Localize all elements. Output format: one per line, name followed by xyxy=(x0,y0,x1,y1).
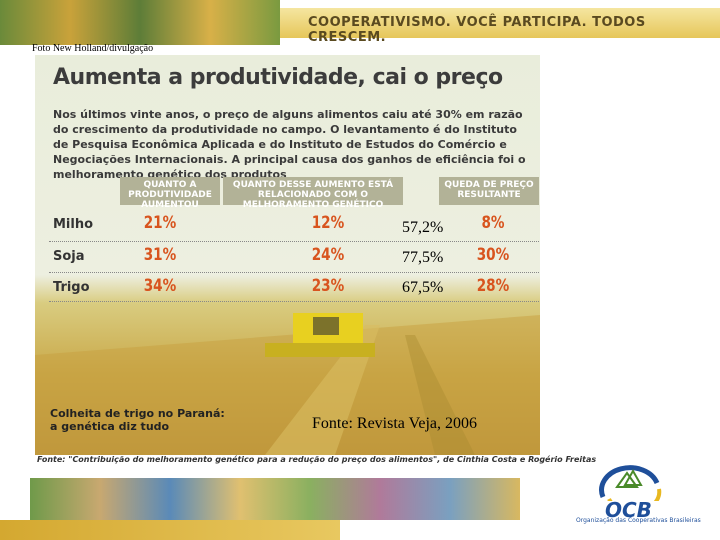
footer-bar xyxy=(0,520,340,540)
cell: 12% xyxy=(311,213,345,233)
cell: 30% xyxy=(476,245,510,265)
photo-credit: Foto New Holland/divulgação xyxy=(32,43,154,54)
cell: 23% xyxy=(311,276,345,296)
row-label: Milho xyxy=(53,217,94,232)
logo-name: OCB xyxy=(605,498,652,522)
cell: 21% xyxy=(143,213,177,233)
illustration-strip xyxy=(30,478,520,520)
overlay-percentage: 77,5% xyxy=(402,249,444,266)
field-photo xyxy=(35,313,540,455)
row-rule xyxy=(49,301,539,302)
overlay-percentage: 67,5% xyxy=(402,279,444,296)
overlay-percentage: 57,2% xyxy=(402,219,444,236)
slogan: COOPERATIVISMO. VOCÊ PARTICIPA. TODOS CR… xyxy=(308,15,646,45)
cell: 28% xyxy=(476,276,510,296)
body-text: Nos últimos vinte anos, o preço de algun… xyxy=(53,108,526,181)
caption-line: a genética diz tudo xyxy=(50,420,170,433)
row-rule xyxy=(49,241,539,242)
title: Aumenta a produtividade, cai o preço xyxy=(53,65,503,90)
cell: 34% xyxy=(143,276,177,296)
cell: 31% xyxy=(143,245,177,265)
overlay-source: Fonte: Revista Veja, 2006 xyxy=(312,415,478,432)
row-label: Soja xyxy=(53,249,85,264)
infographic: Aumenta a produtividade, cai o preço Nos… xyxy=(35,55,540,455)
header-bar xyxy=(280,8,720,38)
header-image xyxy=(0,0,280,45)
row-label: Trigo xyxy=(53,280,90,295)
column-header: QUANTO DESSE AUMENTO ESTÁ RELACIONADO CO… xyxy=(223,177,403,210)
row-rule xyxy=(49,272,539,273)
cell: 24% xyxy=(311,245,345,265)
logo-mark xyxy=(599,465,662,501)
caption-line: Colheita de trigo no Paraná: xyxy=(50,407,225,420)
column-header: QUEDA DE PREÇO RESULTANTE xyxy=(439,177,539,205)
caption: Colheita de trigo no Paraná: a genética d… xyxy=(50,407,225,433)
cell: 8% xyxy=(481,213,505,233)
source-note: Fonte: "Contribuição do melhoramento gen… xyxy=(37,455,597,464)
logo-subtitle: Organização das Cooperativas Brasileiras xyxy=(576,517,701,524)
column-header: QUANTO A PRODUTIVIDADE AUMENTOU xyxy=(120,177,220,210)
